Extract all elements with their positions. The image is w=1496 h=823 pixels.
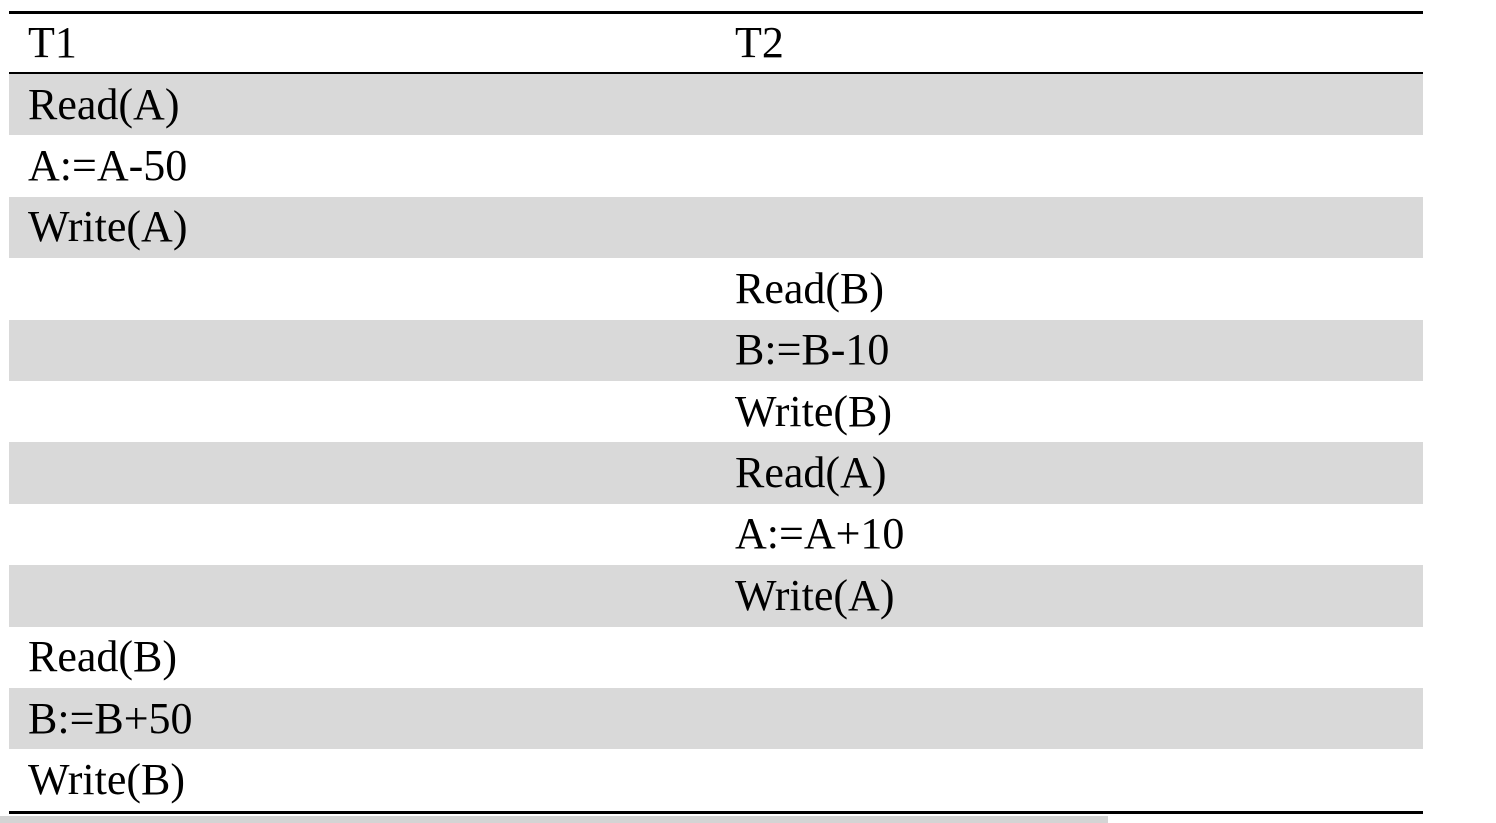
table-row: Read(B)	[9, 627, 1423, 688]
table-row: A:=A+10	[9, 504, 1423, 565]
header-cell: T1	[28, 18, 77, 67]
table-cell: Write(A)	[28, 202, 188, 252]
table-row: A:=A-50	[9, 135, 1423, 196]
table-row: Write(B)	[9, 749, 1423, 810]
table: T1 T2 Read(A) A:=A-50 Write(A) Read(B) B:=B-…	[9, 11, 1423, 814]
table-cell: A:=A+10	[735, 509, 905, 559]
table-row: Write(B)	[9, 381, 1423, 442]
table-cell: B:=B-10	[735, 325, 890, 375]
table-cell: Read(A)	[735, 448, 887, 498]
table-cell: Read(B)	[735, 263, 885, 313]
table-cell: Write(B)	[28, 754, 186, 804]
table-row: Write(A)	[9, 565, 1423, 627]
table-row: Read(A)	[9, 74, 1423, 136]
table-cell: Read(B)	[28, 632, 178, 682]
table-cell: Write(A)	[735, 570, 895, 620]
table-cell: B:=B+50	[28, 693, 193, 743]
table-cell: Write(B)	[735, 386, 893, 436]
table-cell: Read(A)	[28, 79, 180, 129]
header-row: T1 T2	[9, 14, 1423, 74]
scrollbar[interactable]	[0, 816, 1108, 823]
header-cell: T2	[735, 18, 784, 67]
table-row: B:=B-10	[9, 319, 1423, 381]
table-row: Write(A)	[9, 196, 1423, 259]
table-row: Read(B)	[9, 258, 1423, 319]
table-row: Read(A)	[9, 442, 1423, 504]
table-cell: A:=A-50	[28, 141, 188, 191]
table-row: B:=B+50	[9, 687, 1423, 750]
